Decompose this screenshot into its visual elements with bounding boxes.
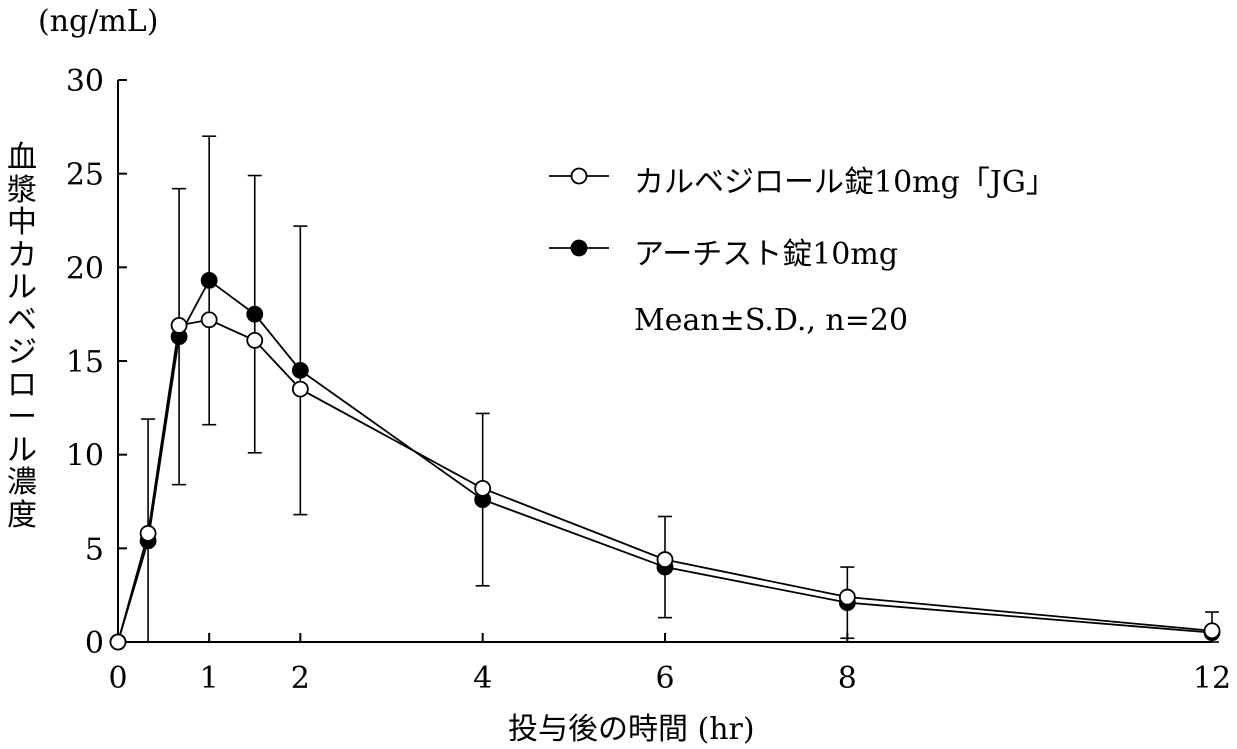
stats-note: Mean±S.D., n=20 (634, 303, 909, 338)
data-point-open (474, 479, 492, 497)
series-lines (117, 279, 1213, 643)
data-point-open (291, 380, 309, 398)
legend-label-artist: アーチスト錠10mg (634, 237, 899, 272)
series-markers (109, 272, 1221, 651)
legend-label-jg: カルベジロール錠10mg「JG」 (634, 165, 1056, 200)
legend-marks (549, 167, 609, 257)
y-tick-label: 0 (85, 626, 104, 661)
x-tick-label: 4 (473, 661, 492, 696)
y-axis-label: 血漿中カルベジロール濃度 (7, 140, 37, 533)
data-point-open (246, 331, 264, 349)
data-point-open (838, 588, 856, 606)
y-tick-label: 10 (66, 439, 104, 474)
y-unit-label: (ng/mL) (38, 4, 159, 39)
y-tick-label: 20 (66, 251, 104, 286)
data-point-open (1203, 622, 1221, 640)
data-point-open (170, 317, 188, 334)
x-tick-label: 1 (200, 661, 219, 696)
data-point-open (139, 524, 157, 542)
x-axis-label: 投与後の時間 (hr) (508, 712, 755, 747)
x-tick-label: 2 (291, 661, 310, 696)
y-tick-label: 5 (85, 532, 104, 567)
data-point-open (656, 551, 674, 568)
series-line-2 (117, 279, 1213, 643)
y-tick-label: 25 (66, 158, 104, 193)
legend-marker-2 (570, 239, 588, 257)
x-tick-label: 12 (1193, 661, 1231, 696)
data-point-filled (200, 272, 218, 289)
series-line-1 (117, 318, 1213, 643)
data-point-open (200, 311, 218, 329)
x-tick-label: 6 (655, 661, 674, 696)
data-point-open (109, 633, 127, 651)
data-point-filled (291, 361, 309, 379)
y-tick-label: 15 (66, 345, 104, 380)
x-tick-label: 0 (108, 661, 127, 696)
x-tick-label: 8 (838, 661, 857, 696)
data-point-filled (246, 305, 264, 323)
legend-marker-1 (570, 167, 588, 185)
y-tick-label: 30 (66, 64, 104, 99)
